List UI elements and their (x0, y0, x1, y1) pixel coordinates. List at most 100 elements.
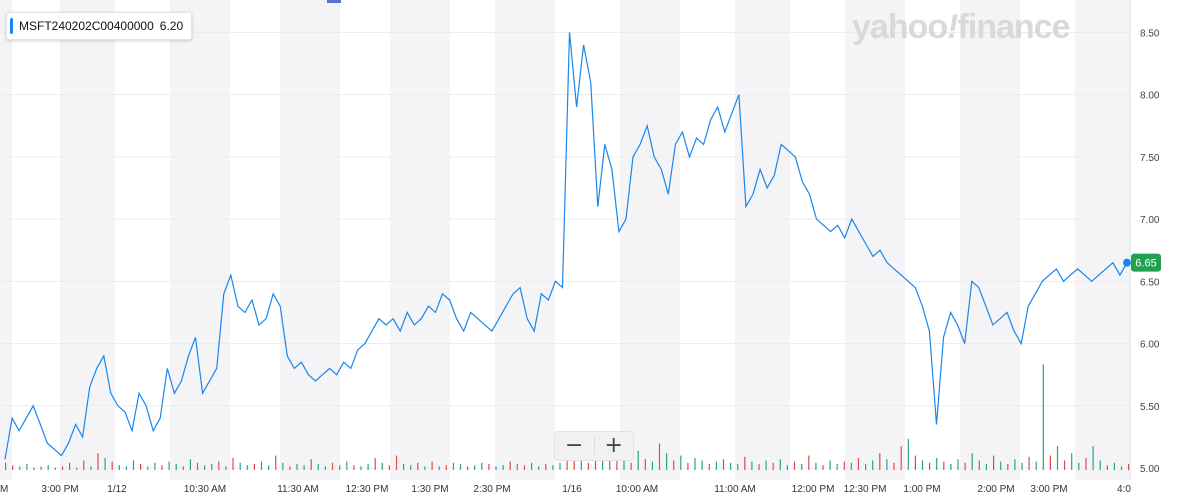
volume-bar (793, 461, 796, 470)
volume-bar (850, 462, 852, 470)
volume-bar (801, 464, 803, 470)
volume-bar (438, 466, 440, 470)
volume-bar (289, 466, 291, 470)
volume-bar (865, 464, 867, 470)
y-tick-label-4: 7.00 (1140, 215, 1160, 226)
volume-bar (12, 465, 14, 470)
volume-bar (694, 458, 696, 470)
volume-bar (211, 464, 213, 470)
volume-bar (644, 459, 646, 470)
x-tick-label-10: 11:00 AM (714, 484, 756, 495)
volume-bar (673, 460, 675, 470)
volume-bar (54, 467, 56, 470)
session-band-6 (735, 0, 790, 480)
volume-bar (1071, 453, 1073, 470)
volume-bar (410, 465, 412, 470)
volume-bar (182, 466, 184, 470)
volume-bar (779, 459, 781, 470)
volume-bar (253, 464, 255, 470)
volume-bar (282, 462, 284, 470)
volume-bar (708, 464, 710, 470)
volume-bar (559, 462, 561, 470)
volume-bar (246, 465, 248, 470)
volume-bar (822, 465, 824, 470)
volume-bar (836, 464, 838, 470)
volume-bar (317, 464, 319, 470)
y-tick-label-2: 6.00 (1140, 340, 1160, 351)
volume-bar (985, 464, 987, 470)
volume-bar (623, 458, 625, 470)
volume-bar (395, 455, 398, 470)
volume-bar (459, 464, 462, 470)
volume-bar (232, 458, 234, 470)
volume-bar (786, 465, 788, 470)
session-band-0 (60, 0, 115, 480)
volume-bar (189, 459, 191, 470)
volume-bar (47, 465, 49, 470)
volume-bar (602, 455, 604, 470)
volume-bar (310, 459, 312, 470)
session-band-4 (495, 0, 555, 480)
zoom-out-button[interactable]: − (555, 432, 594, 460)
x-tick-label-16: 4:0 (1117, 484, 1131, 495)
volume-bar (481, 462, 483, 470)
volume-bar (808, 455, 810, 470)
volume-bar (587, 462, 589, 470)
volume-bar (680, 455, 682, 470)
volume-bar (1120, 466, 1123, 470)
volume-bar (388, 465, 390, 470)
volume-bar (502, 465, 504, 470)
volume-bar (147, 466, 149, 470)
volume-bar (1092, 446, 1094, 470)
series-legend: MSFT240202C00400000 6.20 (6, 12, 193, 40)
volume-bar (374, 458, 376, 470)
volume-bar (1064, 460, 1066, 470)
volume-bar (111, 461, 113, 470)
zoom-in-button[interactable]: + (595, 432, 634, 460)
volume-bar (303, 465, 305, 470)
y-tick-label-5: 7.50 (1140, 153, 1160, 164)
volume-bar (168, 461, 170, 470)
volume-bar (580, 458, 582, 470)
volume-bar (61, 466, 64, 470)
x-tick-label-6: 1:30 PM (411, 484, 448, 495)
volume-bar (978, 460, 980, 470)
y-tick-label-7: 8.50 (1140, 28, 1160, 39)
x-tick-label-11: 12:00 PM (792, 484, 835, 495)
session-bands (0, 0, 1130, 480)
volume-bar (431, 461, 433, 470)
volume-bar (815, 462, 817, 470)
volume-bar (751, 461, 753, 470)
volume-bar (900, 446, 902, 470)
volume-bar (857, 458, 860, 470)
volume-bar (893, 462, 895, 470)
volume-bar (76, 467, 78, 470)
volume-bar (154, 462, 156, 470)
volume-bar (90, 466, 92, 470)
volume-bar (1099, 460, 1101, 470)
volume-bar (687, 462, 689, 470)
current-price-dot (1123, 258, 1131, 267)
volume-bar (566, 460, 568, 470)
volume-bar (40, 466, 42, 470)
volume-bar (538, 466, 540, 470)
x-tick-label-13: 1:00 PM (903, 484, 940, 495)
volume-bar (1014, 459, 1016, 470)
volume-bar (118, 465, 120, 470)
x-tick-label-3: 10:30 AM (184, 484, 226, 495)
y-tick-label-6: 8.00 (1140, 91, 1160, 102)
x-tick-label-15: 3:00 PM (1030, 484, 1067, 495)
price-badge-label: 6.65 (1135, 258, 1156, 270)
x-tick-label-0: M (0, 484, 8, 495)
volume-bar (886, 459, 888, 470)
session-band-2 (280, 0, 340, 480)
volume-bar (744, 456, 746, 470)
volume-bar (445, 465, 447, 470)
volume-bar (69, 462, 71, 470)
volume-bar (872, 460, 874, 470)
volume-bar (1078, 462, 1080, 470)
x-tick-label-14: 2:00 PM (977, 484, 1014, 495)
volume-bar (19, 466, 21, 470)
x-tick-label-12: 12:30 PM (844, 484, 887, 495)
